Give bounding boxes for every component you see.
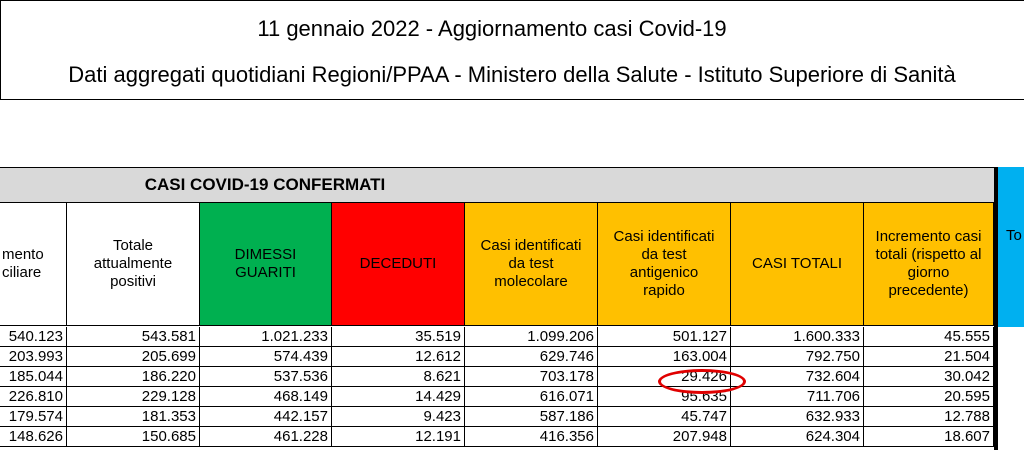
table-cell-incremento: 30.042 (864, 367, 994, 387)
table-cell-incremento: 12.788 (864, 407, 994, 427)
column-header-incremento: Incremento casi totali (rispetto al gior… (864, 203, 994, 326)
table-cell-casi_totali: 732.604 (731, 367, 864, 387)
top-border (0, 0, 1024, 1)
table-cell-casi_totali: 1.600.333 (731, 327, 864, 347)
table-cell-test_antigenico: 163.004 (598, 347, 731, 367)
table-cell-totale_positivi: 543.581 (67, 327, 200, 347)
column-header-dimessi_guariti: DIMESSI GUARITI (200, 203, 332, 326)
table-cell-dimessi_guariti: 468.149 (200, 387, 332, 407)
page-subtitle: Dati aggregati quotidiani Regioni/PPAA -… (68, 62, 956, 87)
table-cell-totale_positivi: 186.220 (67, 367, 200, 387)
table-cell-test_molecolare: 587.186 (465, 407, 598, 427)
table-cell-dimessi_guariti: 1.021.233 (200, 327, 332, 347)
header-divider (0, 99, 1024, 100)
table-cell-deceduti: 14.429 (332, 387, 465, 407)
table-cell-isolamento: 179.574 (0, 407, 67, 427)
table-cell-isolamento: 540.123 (0, 327, 67, 347)
table-cell-test_molecolare: 629.746 (465, 347, 598, 367)
table-cell-incremento: 21.504 (864, 347, 994, 367)
table-cell-casi_totali: 792.750 (731, 347, 864, 367)
left-border (0, 0, 1, 100)
table-cell-test_antigenico: 207.948 (598, 427, 731, 447)
table-cell-totale_positivi: 150.685 (67, 427, 200, 447)
table-cell-totale_positivi: 229.128 (67, 387, 200, 407)
column-header-isolamento: mento ciliare (0, 203, 67, 326)
table-cell-test_antigenico: 501.127 (598, 327, 731, 347)
table-cell-dimessi_guariti: 442.157 (200, 407, 332, 427)
table-cell-incremento: 45.555 (864, 327, 994, 347)
table-cell-dimessi_guariti: 574.439 (200, 347, 332, 367)
table-cell-dimessi_guariti: 461.228 (200, 427, 332, 447)
table-cell-incremento: 18.607 (864, 427, 994, 447)
column-header-deceduti: DECEDUTI (332, 203, 465, 326)
table-cell-test_molecolare: 416.356 (465, 427, 598, 447)
table-cell-incremento: 20.595 (864, 387, 994, 407)
table-cell-casi_totali: 711.706 (731, 387, 864, 407)
next-column-label: To (1006, 227, 1022, 244)
table-cell-totale_positivi: 205.699 (67, 347, 200, 367)
table-cell-isolamento: 226.810 (0, 387, 67, 407)
table-cell-test_molecolare: 616.071 (465, 387, 598, 407)
table-cell-totale_positivi: 181.353 (67, 407, 200, 427)
column-header-test_molecolare: Casi identificati da test molecolare (465, 203, 598, 326)
table-cell-test_antigenico: 45.747 (598, 407, 731, 427)
table-cell-deceduti: 8.621 (332, 367, 465, 387)
table-band-title: CASI COVID-19 CONFERMATI (144, 175, 386, 194)
column-header-test_antigenico: Casi identificati da test antigenico rap… (598, 203, 731, 326)
column-separator (994, 167, 998, 450)
table-cell-casi_totali: 632.933 (731, 407, 864, 427)
table-cell-test_molecolare: 1.099.206 (465, 327, 598, 347)
table-band (0, 167, 994, 203)
table-cell-deceduti: 35.519 (332, 327, 465, 347)
table-cell-deceduti: 12.612 (332, 347, 465, 367)
table-cell-test_molecolare: 703.178 (465, 367, 598, 387)
table-cell-isolamento: 185.044 (0, 367, 67, 387)
table-cell-deceduti: 9.423 (332, 407, 465, 427)
page-title: 11 gennaio 2022 - Aggiornamento casi Cov… (257, 16, 727, 41)
table-cell-dimessi_guariti: 537.536 (200, 367, 332, 387)
next-column-header: To (998, 167, 1024, 327)
table-cell-isolamento: 203.993 (0, 347, 67, 367)
table-cell-isolamento: 148.626 (0, 427, 67, 447)
column-header-casi_totali: CASI TOTALI (731, 203, 864, 326)
table-cell-deceduti: 12.191 (332, 427, 465, 447)
table-cell-casi_totali: 624.304 (731, 427, 864, 447)
highlight-ellipse (658, 369, 746, 394)
column-header-totale_positivi: Totale attualmente positivi (67, 203, 200, 326)
